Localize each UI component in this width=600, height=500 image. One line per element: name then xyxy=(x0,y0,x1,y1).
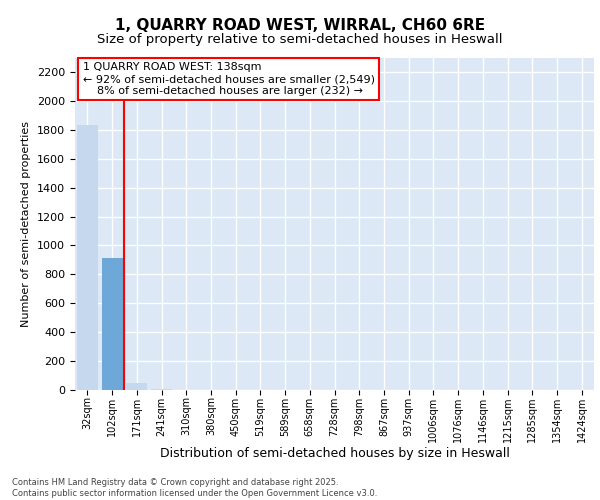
Bar xyxy=(101,258,122,390)
Bar xyxy=(151,388,172,390)
Bar xyxy=(77,126,98,390)
Y-axis label: Number of semi-detached properties: Number of semi-detached properties xyxy=(22,120,31,327)
X-axis label: Distribution of semi-detached houses by size in Heswall: Distribution of semi-detached houses by … xyxy=(160,448,509,460)
Bar xyxy=(126,383,147,390)
Text: Size of property relative to semi-detached houses in Heswall: Size of property relative to semi-detach… xyxy=(97,32,503,46)
Text: 1 QUARRY ROAD WEST: 138sqm
← 92% of semi-detached houses are smaller (2,549)
   : 1 QUARRY ROAD WEST: 138sqm ← 92% of semi… xyxy=(83,62,375,96)
Text: 1, QUARRY ROAD WEST, WIRRAL, CH60 6RE: 1, QUARRY ROAD WEST, WIRRAL, CH60 6RE xyxy=(115,18,485,32)
Text: Contains HM Land Registry data © Crown copyright and database right 2025.
Contai: Contains HM Land Registry data © Crown c… xyxy=(12,478,377,498)
